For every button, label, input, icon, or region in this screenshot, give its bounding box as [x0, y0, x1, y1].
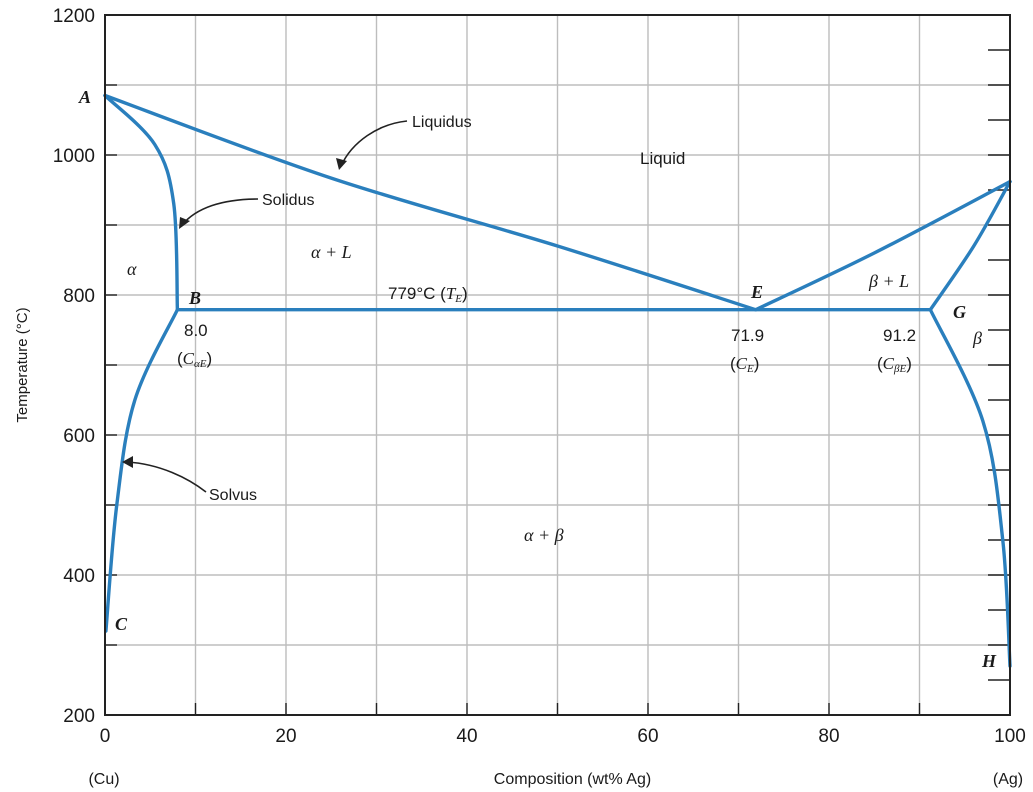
y-tick-label: 800 — [63, 286, 95, 307]
e-subscript: E — [746, 363, 754, 375]
callout-arrows — [122, 120, 408, 493]
b-close-paren: ) — [207, 349, 213, 368]
region-liquid: Liquid — [640, 149, 685, 168]
solvus-alpha-curve — [104, 308, 180, 633]
region-beta-plus-liquid: β + L — [868, 271, 909, 291]
x-tick-label: 100 — [994, 726, 1026, 747]
eutectic-temp-subscript: E — [454, 293, 462, 305]
solidus-alpha-curve — [103, 93, 180, 312]
eutectic-temp-text: 779°C ( — [388, 284, 446, 303]
b-symbol: C — [183, 349, 195, 368]
liquidus-label: Liquidus — [412, 114, 472, 131]
e-symbol: C — [736, 354, 748, 373]
y-axis-label: Temperature (°C) — [14, 307, 31, 422]
point-g-label: G — [953, 302, 966, 322]
x-tick-label: 0 — [100, 726, 111, 747]
solvus-arrow — [126, 461, 207, 493]
y-tick-label: 1000 — [53, 146, 95, 167]
solidus-arrowhead — [179, 217, 190, 229]
b-composition-value: 8.0 — [184, 321, 208, 340]
x-tick-label: 20 — [275, 726, 296, 747]
eutectic-temp-symbol: T — [446, 284, 457, 303]
x-end-label-cu: (Cu) — [88, 771, 119, 788]
g-composition-value: 91.2 — [883, 326, 916, 345]
liquidus-arrow — [340, 120, 408, 167]
liquidus-arrowhead — [336, 158, 347, 170]
y-tick-label: 400 — [63, 566, 95, 587]
point-e-label: E — [750, 282, 763, 302]
region-alpha-plus-liquid: α + L — [311, 242, 352, 262]
liquidus-beta-line — [753, 179, 1012, 312]
eutectic-temperature-label: 779°C (TE) — [388, 284, 468, 305]
plot-frame — [104, 14, 1011, 716]
grid — [105, 15, 1010, 715]
e-open-paren: ( — [730, 354, 736, 373]
g-subscript: βE — [893, 363, 906, 375]
solvus-arrowhead — [122, 456, 133, 468]
e-composition-symbol: (CE) — [730, 354, 759, 375]
region-alpha-plus-beta: α + β — [524, 525, 564, 545]
y-tick-label: 600 — [63, 426, 95, 447]
x-tick-label: 80 — [818, 726, 839, 747]
g-composition-symbol: (CβE) — [877, 354, 912, 375]
g-symbol: C — [883, 354, 895, 373]
region-alpha: α — [127, 259, 137, 279]
tick-labels: 0 20 40 60 80 100 200 400 600 800 1000 1200 — [53, 6, 1026, 747]
point-a-label: A — [78, 87, 91, 107]
g-open-paren: ( — [877, 354, 883, 373]
x-tick-label: 40 — [456, 726, 477, 747]
region-beta: β — [972, 328, 982, 348]
b-subscript: αE — [194, 358, 207, 370]
b-open-paren: ( — [177, 349, 183, 368]
point-b-label: B — [188, 288, 201, 308]
point-c-label: C — [115, 614, 128, 634]
solidus-beta-line — [928, 179, 1012, 312]
solidus-arrow — [181, 198, 259, 226]
x-axis-label: Composition (wt% Ag) — [494, 771, 651, 788]
y-tick-label: 200 — [63, 706, 95, 727]
liquidus-alpha-line — [103, 93, 758, 312]
solvus-label: Solvus — [209, 487, 257, 504]
b-composition-symbol: (CαE) — [177, 349, 212, 370]
x-end-label-ag: (Ag) — [993, 771, 1023, 788]
e-close-paren: ) — [754, 354, 760, 373]
x-tick-label: 60 — [637, 726, 658, 747]
e-composition-value: 71.9 — [731, 326, 764, 345]
solvus-beta-curve — [928, 308, 1012, 668]
g-close-paren: ) — [906, 354, 912, 373]
eutectic-temp-close: ) — [462, 284, 468, 303]
y-tick-label: 1200 — [53, 6, 95, 27]
phase-boundaries — [103, 93, 1012, 668]
point-h-label: H — [981, 651, 997, 671]
solidus-label: Solidus — [262, 192, 314, 209]
